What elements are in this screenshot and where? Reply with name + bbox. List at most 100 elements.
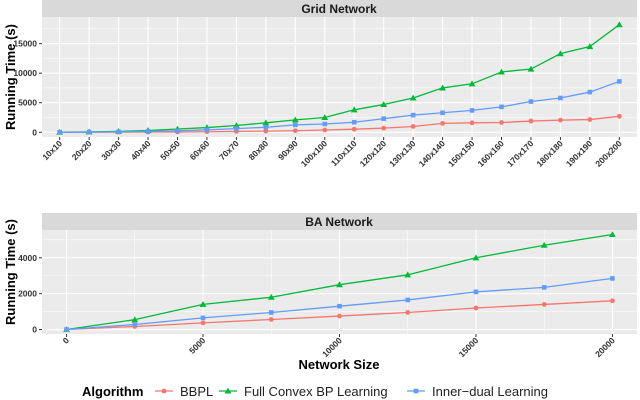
data-point (268, 310, 274, 315)
data-point (267, 293, 275, 300)
data-point (410, 124, 416, 129)
data-point (468, 80, 476, 87)
ba-y-axis: 0 2000 4000 (18, 253, 42, 335)
ba-series-full-convex-bp-learning (63, 231, 616, 333)
data-point (615, 21, 623, 28)
grid-series-inner-dual-learning (57, 79, 622, 135)
data-point (322, 127, 328, 133)
data-point (469, 108, 475, 113)
legend: Algorithm BBPL Full Convex BP Learning Inn… (82, 384, 548, 399)
data-point (263, 124, 269, 130)
data-point (381, 116, 386, 121)
data-point (380, 101, 388, 108)
data-point (64, 327, 69, 332)
data-point (540, 241, 548, 248)
data-point (199, 301, 207, 307)
legend-label: BBPL (180, 384, 213, 399)
x-tick-label: 40x40 (129, 138, 153, 162)
data-point (351, 126, 357, 132)
data-point (616, 113, 622, 119)
data-point (473, 289, 479, 295)
data-point (381, 125, 387, 131)
data-point (405, 297, 411, 303)
y-tick-label: 10000 (13, 68, 37, 78)
y-tick-label: 2000 (18, 289, 37, 299)
data-point (404, 271, 412, 278)
legend-label: Inner−dual Learning (432, 384, 548, 399)
x-tick-label: 0 (61, 335, 72, 346)
data-point (204, 127, 210, 133)
data-point (322, 121, 328, 127)
ba-panel: BA Network 0 2000 4000 0 5000 10000 15000 2000… (18, 213, 637, 359)
x-tick-label: 200x200 (593, 138, 624, 169)
x-tick-label: 130x130 (387, 138, 418, 169)
data-point (610, 298, 615, 304)
x-tick-label: 150x150 (446, 138, 477, 169)
data-point (609, 231, 616, 238)
data-point (263, 128, 269, 134)
x-tick-label: 70x70 (217, 138, 241, 162)
data-point (473, 305, 479, 311)
data-point (351, 119, 357, 125)
data-point (439, 84, 446, 91)
data-point (410, 112, 416, 118)
x-tick-label: 140x140 (417, 138, 448, 169)
grid-y-axis: 0 5000 10000 15000 (13, 39, 42, 137)
x-tick-label: 120x120 (358, 138, 389, 169)
y-tick-label: 5000 (18, 98, 37, 108)
data-point (469, 120, 475, 126)
data-point (498, 68, 505, 75)
data-point (528, 99, 534, 104)
data-point (499, 104, 504, 110)
x-tick-label: 90x90 (276, 138, 300, 162)
data-point (132, 322, 138, 327)
legend-key-marker (413, 388, 419, 394)
grid-line-bbpl (59, 115, 620, 133)
y-tick-label: 0 (32, 325, 37, 335)
data-point (587, 89, 593, 95)
legend-key-marker (161, 388, 167, 394)
data-point (131, 316, 139, 323)
x-tick-label: 100x100 (299, 138, 330, 169)
x-tick-label: 30x30 (99, 138, 123, 162)
ba-series-inner-dual-learning (64, 276, 615, 332)
data-point (86, 129, 92, 135)
data-point (440, 110, 445, 116)
legend-label: Full Convex BP Learning (244, 384, 388, 399)
data-point (337, 303, 342, 309)
x-tick-label: 10x10 (40, 138, 64, 162)
data-point (234, 126, 239, 131)
data-point (405, 310, 411, 315)
grid-plot-background (42, 17, 637, 137)
ba-series (63, 231, 616, 333)
data-point (262, 119, 270, 126)
x-tick-label: 170x170 (505, 138, 536, 169)
legend-title: Algorithm (82, 384, 143, 399)
x-tick-label: 180x180 (534, 138, 565, 169)
data-point (557, 50, 564, 57)
legend-item-bbpl: BBPL (155, 384, 213, 399)
y-tick-label: 4000 (18, 253, 37, 263)
data-point (472, 254, 480, 261)
data-point (528, 118, 534, 124)
data-point (558, 117, 563, 123)
grid-panel: Grid Network 0 5000 10000 15000 10x10 20x20 3… (13, 0, 637, 169)
x-axis-title: Network Size (299, 357, 380, 372)
data-point (337, 313, 342, 319)
y-tick-label: 15000 (13, 39, 37, 49)
data-point (587, 117, 593, 122)
data-point (586, 43, 594, 50)
x-tick-label: 160x160 (475, 138, 506, 169)
x-tick-label: 20x20 (70, 138, 94, 162)
grid-y-axis-title: Running Time (s) (3, 24, 18, 130)
x-tick-label: 110x110 (329, 138, 359, 168)
data-point (541, 302, 547, 307)
x-tick-label: 190x190 (564, 138, 595, 169)
legend-item-full-convex-bp-learning: Full Convex BP Learning (219, 384, 388, 399)
data-point (175, 128, 180, 134)
y-tick-label: 0 (32, 127, 37, 137)
legend-key-marker (224, 387, 232, 394)
x-tick-label: 15000 (457, 335, 481, 359)
data-point (291, 116, 299, 123)
